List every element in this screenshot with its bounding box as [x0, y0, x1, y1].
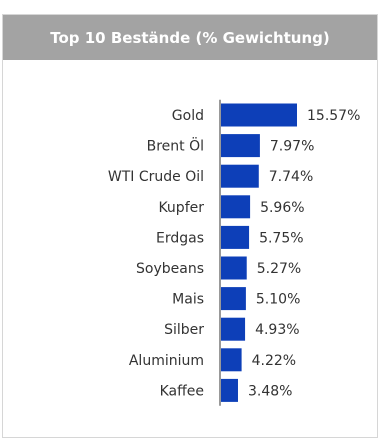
value-label: 4.93%	[255, 322, 299, 338]
category-label: Erdgas	[156, 230, 204, 246]
value-label: 5.27%	[257, 261, 301, 277]
bar	[221, 256, 247, 280]
chart-title: Top 10 Bestände (% Gewichtung)	[50, 28, 330, 47]
category-label: WTI Crude Oil	[108, 169, 204, 185]
bar	[221, 378, 238, 402]
category-label: Gold	[172, 108, 204, 124]
bar	[221, 317, 246, 341]
bar	[221, 103, 297, 127]
value-label: 7.74%	[269, 169, 313, 185]
holdings-card: Top 10 Bestände (% Gewichtung)	[2, 14, 378, 438]
bar	[221, 164, 259, 188]
bar	[221, 348, 242, 372]
category-label: Silber	[164, 322, 204, 338]
category-label: Brent Öl	[147, 137, 204, 155]
value-label: 5.75%	[259, 230, 303, 246]
bar	[221, 287, 246, 311]
value-label: 5.10%	[256, 292, 300, 308]
value-label: 3.48%	[248, 383, 292, 399]
value-label: 7.97%	[270, 139, 314, 155]
card-header: Top 10 Bestände (% Gewichtung)	[3, 15, 377, 60]
value-label: 5.96%	[260, 200, 304, 216]
value-label: 4.22%	[252, 353, 296, 369]
bar	[221, 195, 251, 219]
value-label: 15.57%	[307, 108, 360, 124]
bar	[221, 225, 250, 249]
bar	[221, 134, 260, 158]
category-label: Soybeans	[136, 261, 204, 277]
category-label: Mais	[172, 292, 204, 308]
category-label: Kaffee	[160, 383, 204, 399]
category-label: Kupfer	[158, 200, 204, 216]
category-label: Aluminium	[129, 353, 204, 369]
